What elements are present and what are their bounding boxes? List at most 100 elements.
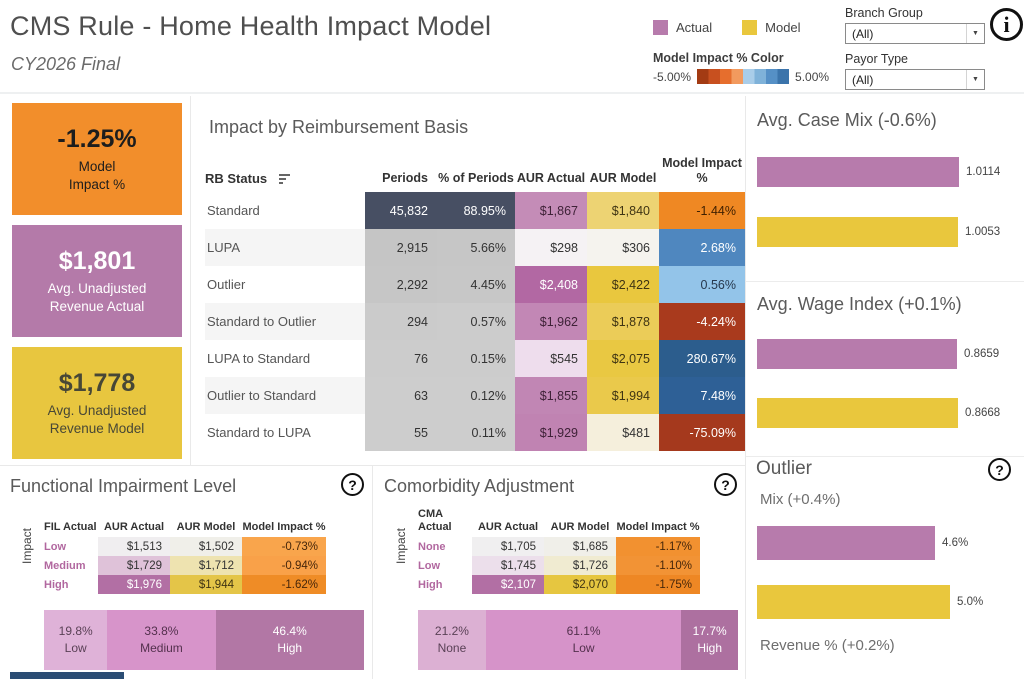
rb-status-cell[interactable]: Outlier to Standard (205, 377, 365, 414)
aur-actual-cell[interactable]: $1,962 (515, 303, 587, 340)
model-bar[interactable] (757, 585, 950, 619)
kpi-avg-revenue-model[interactable]: $1,778 Avg. Unadjusted Revenue Model (12, 347, 182, 459)
aur-model-cell[interactable]: $1,944 (170, 575, 242, 594)
model-bar[interactable] (757, 217, 958, 247)
cma-row-label[interactable]: High (418, 578, 443, 591)
rb-status-cell[interactable]: Standard to LUPA (207, 425, 311, 440)
fil-row-label[interactable]: Low (44, 540, 66, 553)
aur-actual-cell[interactable]: $1,745 (472, 556, 544, 575)
aur-actual-cell[interactable]: $1,855 (515, 377, 587, 414)
cma-row-label[interactable]: None (418, 540, 446, 553)
periods-cell[interactable]: 2,915 (365, 229, 437, 266)
periods-cell[interactable]: 2,292 (365, 266, 437, 303)
aur-model-cell[interactable]: $2,422 (587, 266, 659, 303)
aur-model-cell[interactable]: $1,502 (170, 537, 242, 556)
aur-model-cell[interactable]: $481 (587, 414, 659, 451)
aur-actual-cell[interactable]: $1,513 (98, 537, 170, 556)
info-icon[interactable]: i (990, 8, 1023, 41)
col-header-aur-model[interactable]: AUR Model (589, 171, 657, 186)
cma-segment-none[interactable]: 21.2% None (418, 610, 486, 670)
fil-segment-medium[interactable]: 33.8% Medium (107, 610, 216, 670)
kpi-model-impact[interactable]: -1.25% Model Impact % (12, 103, 182, 215)
aur-model-cell[interactable]: $1,878 (587, 303, 659, 340)
pct-periods-cell[interactable]: 88.95% (437, 192, 515, 229)
legend-item-model[interactable]: Model (742, 20, 801, 35)
fil-row-label[interactable]: Medium (44, 559, 86, 572)
model-impact-cell[interactable]: -0.73% (242, 537, 326, 556)
model-impact-cell[interactable]: -4.24% (659, 303, 745, 340)
aur-model-cell[interactable]: $2,070 (544, 575, 616, 594)
branch-group-select[interactable]: (All) ▼ (845, 23, 985, 44)
pct-periods-cell[interactable]: 5.66% (437, 229, 515, 266)
aur-model-cell[interactable]: $306 (587, 229, 659, 266)
cma-distribution-bar: 21.2% None 61.1% Low 17.7% High (418, 610, 738, 670)
cma-segment-low[interactable]: 61.1% Low (485, 610, 682, 670)
aur-actual-cell[interactable]: $1,729 (98, 556, 170, 575)
rb-status-cell[interactable]: LUPA (205, 229, 365, 266)
fil-segment-high[interactable]: 46.4% High (215, 610, 364, 670)
cma-segment-high[interactable]: 17.7% High (681, 610, 738, 670)
rb-status-cell[interactable]: Outlier (207, 277, 246, 292)
cma-row-label[interactable]: Low (418, 559, 440, 572)
rb-status-cell[interactable]: Standard to Outlier (205, 303, 365, 340)
aur-actual-cell[interactable]: $298 (515, 229, 587, 266)
aur-actual-cell[interactable]: $2,107 (472, 575, 544, 594)
impact-gradient-bar[interactable] (697, 69, 790, 84)
model-bar[interactable] (757, 398, 958, 428)
actual-bar[interactable] (757, 339, 957, 369)
model-impact-cell[interactable]: -1.75% (616, 575, 700, 594)
aur-model-cell[interactable]: $1,685 (544, 537, 616, 556)
aur-actual-cell[interactable]: $1,705 (472, 537, 544, 556)
chevron-down-icon[interactable]: ▼ (966, 24, 984, 43)
col-header-model-impact[interactable]: Model Impact % (662, 155, 742, 186)
aur-model-cell[interactable]: $1,840 (587, 192, 659, 229)
periods-cell[interactable]: 76 (365, 340, 437, 377)
model-impact-cell[interactable]: 7.48% (659, 377, 745, 414)
model-impact-cell[interactable]: -1.17% (616, 537, 700, 556)
model-impact-cell[interactable]: -75.09% (659, 414, 745, 451)
model-impact-cell[interactable]: -1.10% (616, 556, 700, 575)
periods-cell[interactable]: 294 (365, 303, 437, 340)
col-header-pct-periods[interactable]: % of Periods (438, 171, 514, 186)
periods-cell[interactable]: 55 (365, 414, 437, 451)
model-impact-cell[interactable]: 0.56% (659, 266, 745, 303)
actual-bar[interactable] (757, 157, 959, 187)
help-icon[interactable]: ? (988, 458, 1011, 481)
model-impact-cell[interactable]: -1.62% (242, 575, 326, 594)
pct-periods-cell[interactable]: 0.11% (437, 414, 515, 451)
chevron-down-icon[interactable]: ▼ (966, 70, 984, 89)
aur-actual-cell[interactable]: $545 (515, 340, 587, 377)
help-icon[interactable]: ? (341, 473, 364, 496)
fil-segment-low[interactable]: 19.8% Low (44, 610, 108, 670)
aur-actual-cell[interactable]: $1,976 (98, 575, 170, 594)
aur-model-cell[interactable]: $2,075 (587, 340, 659, 377)
fil-row-label[interactable]: High (44, 578, 69, 591)
model-impact-cell[interactable]: -1.44% (659, 192, 745, 229)
col-header-periods[interactable]: Periods (382, 171, 428, 186)
help-icon[interactable]: ? (714, 473, 737, 496)
aur-actual-cell[interactable]: $2,408 (515, 266, 587, 303)
legend-item-actual[interactable]: Actual (653, 20, 712, 35)
aur-actual-cell[interactable]: $1,867 (515, 192, 587, 229)
model-impact-cell[interactable]: 280.67% (659, 340, 745, 377)
periods-cell[interactable]: 63 (365, 377, 437, 414)
pct-periods-cell[interactable]: 0.12% (437, 377, 515, 414)
col-header-rb-status[interactable]: RB Status (205, 171, 365, 187)
pct-periods-cell[interactable]: 4.45% (437, 266, 515, 303)
periods-cell[interactable]: 45,832 (365, 192, 437, 229)
pct-periods-cell[interactable]: 0.57% (437, 303, 515, 340)
aur-model-cell[interactable]: $1,726 (544, 556, 616, 575)
kpi-avg-revenue-actual[interactable]: $1,801 Avg. Unadjusted Revenue Actual (12, 225, 182, 337)
rb-status-cell[interactable]: Standard (207, 203, 260, 218)
aur-model-cell[interactable]: $1,994 (587, 377, 659, 414)
model-impact-cell[interactable]: 2.68% (659, 229, 745, 266)
aur-model-cell[interactable]: $1,712 (170, 556, 242, 575)
pct-periods-cell[interactable]: 0.15% (437, 340, 515, 377)
payor-type-select[interactable]: (All) ▼ (845, 69, 985, 90)
col-header-aur-actual[interactable]: AUR Actual (516, 171, 586, 186)
rb-status-cell[interactable]: LUPA to Standard (207, 351, 311, 366)
actual-bar[interactable] (757, 526, 935, 560)
sort-descending-icon[interactable] (279, 174, 291, 187)
aur-actual-cell[interactable]: $1,929 (515, 414, 587, 451)
model-impact-cell[interactable]: -0.94% (242, 556, 326, 575)
